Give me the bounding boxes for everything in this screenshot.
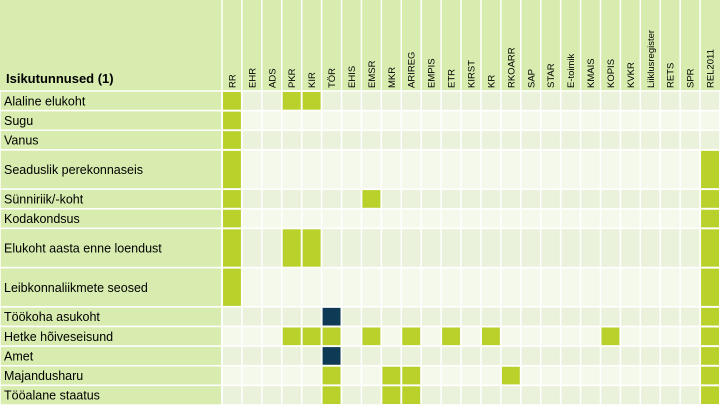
row-label-cell (0, 345, 223, 367)
source-cell-pkr (282, 229, 301, 267)
source-cell-arireg (402, 366, 421, 385)
column-header: KR (486, 75, 497, 88)
source-cell-rkoarr (501, 366, 520, 385)
source-cell-kr (481, 327, 500, 346)
row-label-cell (0, 227, 223, 269)
row-label: Tööalane staatus (4, 389, 100, 403)
column-header: KIRST (467, 60, 478, 88)
source-cell-pkr (282, 327, 301, 346)
row-label: Kodakondsus (4, 212, 80, 226)
source-cell-t-r (322, 327, 341, 346)
column-header: ADS (267, 68, 278, 88)
matrix-row-band (221, 149, 720, 190)
source-cell-rel2011 (701, 190, 719, 208)
source-cell-arireg (402, 327, 421, 346)
column-header: SAP (526, 69, 537, 88)
matrix-row-band (221, 129, 720, 151)
source-cell-rel2011 (701, 366, 719, 385)
column-header: Liiklusregister (646, 30, 657, 88)
column-header: MKR (387, 67, 398, 88)
column-header: EHR (247, 68, 258, 88)
matrix-row-band (221, 345, 720, 367)
row-label: Töökoha asukoht (4, 310, 100, 324)
chart-title: Isikutunnused (1) (6, 71, 114, 86)
source-cell-rel2011 (701, 327, 719, 346)
source-cell-rr (223, 229, 241, 267)
column-header: ETR (447, 69, 458, 88)
column-header: EMSR (367, 60, 378, 88)
column-header: EHIS (347, 66, 358, 88)
source-cell-rr (223, 111, 241, 130)
source-cell-mkr (382, 366, 401, 385)
source-cell-mkr (382, 386, 401, 404)
row-label-cell (0, 149, 223, 190)
source-cell-rr (223, 150, 241, 189)
primary-source-cell-t-r (322, 347, 341, 365)
matrix-row-band (221, 306, 720, 328)
source-cell-arireg (402, 386, 421, 404)
row-label-cell (0, 109, 223, 131)
source-cell-emsr (362, 327, 381, 346)
source-cell-rr (223, 268, 241, 306)
source-cell-rr (223, 92, 241, 110)
source-cell-rel2011 (701, 229, 719, 267)
column-header: PKR (287, 68, 298, 88)
source-cell-emsr (362, 190, 381, 208)
row-label: Alaline elukoht (4, 94, 86, 108)
row-label: Vanus (4, 134, 39, 148)
column-header: KMAIS (586, 58, 597, 88)
column-header: RR (227, 74, 238, 88)
matrix-row-band (221, 188, 720, 210)
row-label: Hetke hõiveseisund (4, 330, 113, 344)
column-header: STAR (546, 63, 557, 88)
source-cell-kir (302, 229, 321, 267)
source-cell-t-r (322, 386, 341, 404)
source-cell-rel2011 (701, 150, 719, 189)
column-header: ARIREG (407, 52, 418, 88)
matrix-row-band (221, 266, 720, 308)
column-header: KIR (307, 72, 318, 88)
row-label: Majandusharu (4, 369, 83, 383)
matrix-row-band (221, 208, 720, 230)
matrix-row-band (221, 365, 720, 387)
row-label: Seaduslik perekonnaseis (4, 163, 143, 177)
source-cell-rel2011 (701, 347, 719, 365)
source-cell-pkr (282, 92, 301, 110)
row-label: Elukoht aasta enne loendust (4, 242, 162, 256)
source-cell-rel2011 (701, 386, 719, 404)
matrix-row-band (221, 384, 720, 405)
source-cell-rr (223, 209, 241, 228)
source-cell-rel2011 (701, 209, 719, 228)
source-cell-etr (442, 327, 461, 346)
column-header: KVKR (626, 62, 637, 88)
row-label: Sugu (4, 114, 33, 128)
source-cell-kir (302, 92, 321, 110)
column-header: RETS (666, 63, 677, 88)
row-label: Amet (4, 349, 34, 363)
column-header: E-toimik (566, 53, 577, 88)
primary-source-cell-t-r (322, 307, 341, 326)
source-cell-kopis (601, 327, 620, 346)
source-cell-rel2011 (701, 268, 719, 306)
source-cell-t-r (322, 366, 341, 385)
matrix-row-band (221, 109, 720, 131)
source-cell-kir (302, 327, 321, 346)
column-header: RKOARR (506, 47, 517, 88)
source-cell-rr (223, 131, 241, 149)
column-header: EMPIS (427, 58, 438, 88)
row-label: Sünniriik/-koht (4, 192, 84, 206)
column-header: KOPIS (606, 59, 617, 88)
column-header: SPR (686, 68, 697, 88)
column-header: TÖR (327, 68, 338, 88)
source-cell-rel2011 (701, 307, 719, 326)
column-header: REL2011 (706, 49, 717, 88)
row-label: Leibkonnaliikmete seosed (4, 281, 148, 295)
source-cell-rr (223, 190, 241, 208)
